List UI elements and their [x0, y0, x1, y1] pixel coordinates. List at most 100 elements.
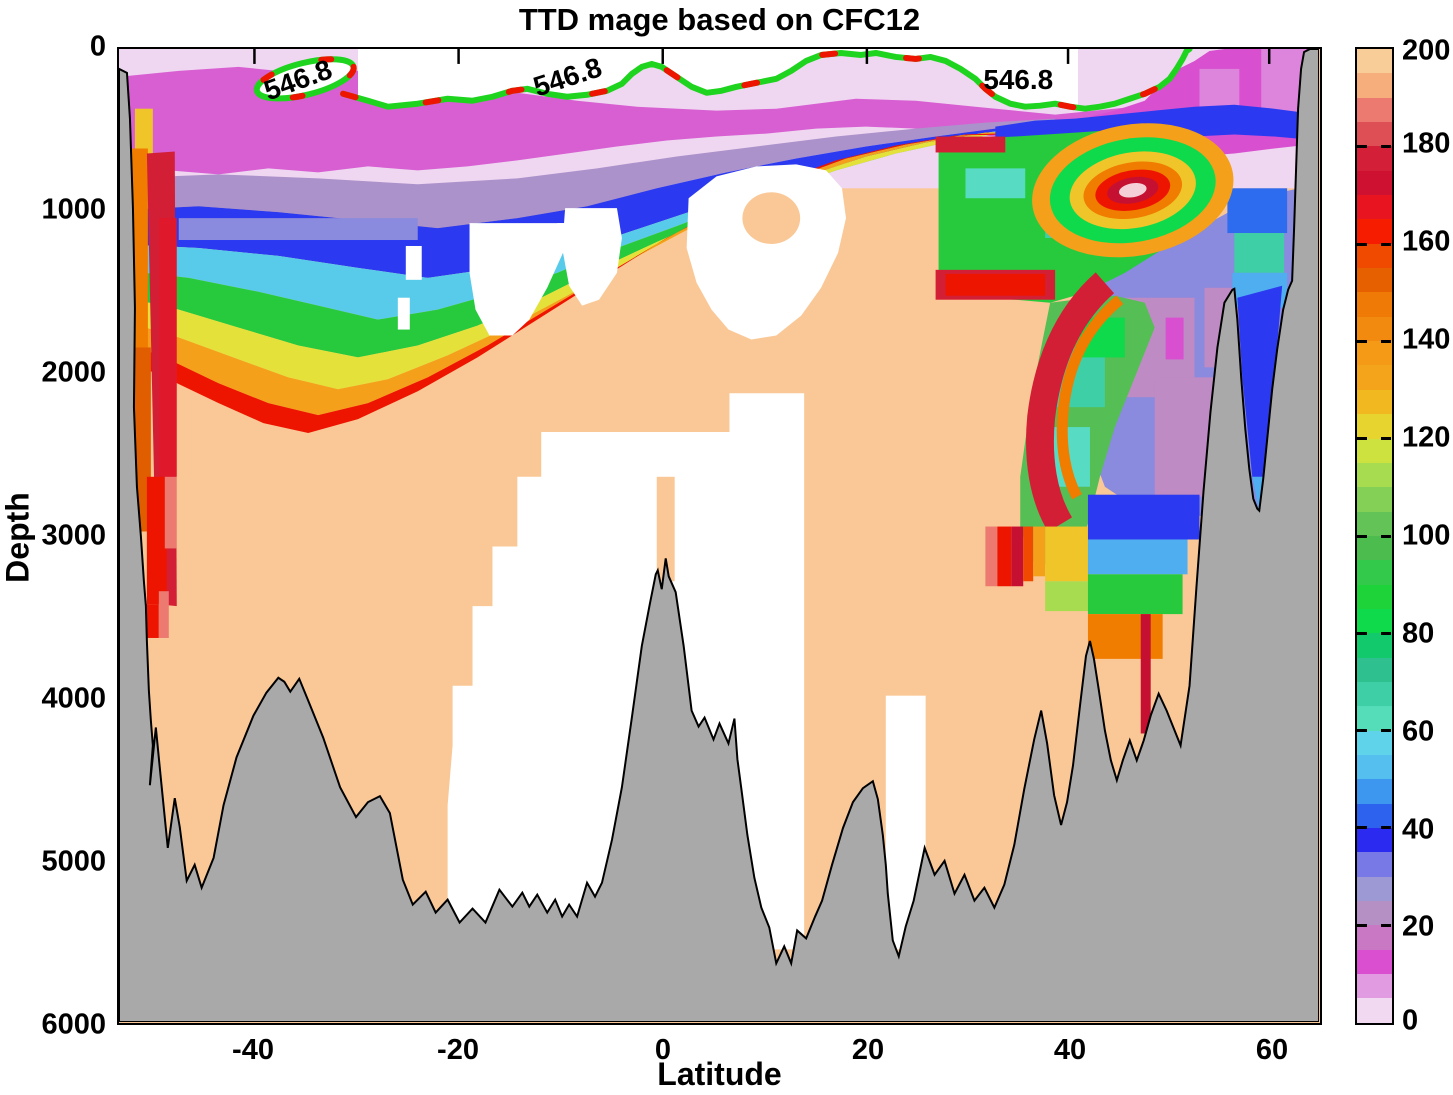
- y-tick-label: 2000: [41, 356, 106, 389]
- contour-loop-interior: [256, 59, 354, 99]
- colorbar-tick-mark: [1357, 924, 1367, 927]
- contour-label: 546.8: [983, 64, 1053, 95]
- orange-s-band: [1056, 295, 1124, 500]
- colorbar-tick-mark: [1381, 729, 1391, 732]
- right-teal-patch: [1234, 233, 1285, 273]
- right-deep-blue-band: [1087, 494, 1200, 540]
- colorbar-band: [1357, 901, 1392, 926]
- colorbar-band: [1357, 754, 1392, 780]
- y-tick-label: 6000: [41, 1008, 106, 1041]
- colorbar-band: [1357, 268, 1392, 293]
- colorbar-tick-mark: [1381, 535, 1391, 538]
- stripe-gold: [1045, 526, 1090, 582]
- colorbar-tick-mark: [1357, 826, 1367, 829]
- y-tick-label: 0: [89, 30, 106, 63]
- colorbar-band: [1357, 852, 1392, 877]
- colorbar-band: [1357, 122, 1392, 147]
- colorbar-tick-mark: [1381, 826, 1391, 829]
- colorbar-band: [1357, 681, 1392, 707]
- y-tick-label: 4000: [41, 682, 106, 715]
- colorbar-tick-label: 160: [1402, 225, 1451, 258]
- seafloor-bathymetry: [119, 49, 1319, 1022]
- colorbar-band: [1357, 389, 1392, 415]
- colorbar-tick-label: 120: [1402, 421, 1451, 454]
- colorbar-tick-mark: [1357, 535, 1367, 538]
- right-deep-green-band: [1087, 574, 1183, 615]
- colorbar-tick-label: 40: [1402, 813, 1435, 846]
- x-tick-label: 0: [654, 1034, 672, 1066]
- colorbar-tick-mark: [1381, 924, 1391, 927]
- colorbar-band: [1357, 876, 1392, 902]
- x-tick-label: 40: [1053, 1034, 1087, 1066]
- red-s-band: [1026, 272, 1115, 532]
- contour-line-red-dashes: [340, 49, 1193, 112]
- section-field: 546.8 546.8 546.8: [119, 49, 1319, 1022]
- contour-546-8: [253, 49, 1193, 112]
- chart-title: TTD mage based on CFC12: [518, 2, 921, 37]
- ring-blob-hole: [742, 192, 801, 244]
- y-tick-label: 5000: [41, 845, 106, 878]
- colorbar-tick-label: 60: [1402, 715, 1435, 748]
- x-tick-label: 20: [851, 1034, 885, 1066]
- colorbar-band: [1357, 803, 1392, 828]
- colorbar-band: [1357, 608, 1392, 634]
- colorbar-band: [1357, 511, 1392, 536]
- contour-loop-red-dashes: [253, 56, 357, 102]
- surface-orchid-patch: [1199, 68, 1240, 109]
- colorbar-band: [1357, 97, 1392, 123]
- left-gold-strip: [134, 108, 153, 159]
- left-salmon-bit: [158, 591, 169, 638]
- colorbar-tick-label: 0: [1402, 1004, 1419, 1037]
- right-blue-patch: [1227, 188, 1288, 234]
- colorbar-band: [1357, 243, 1392, 269]
- colorbar-tick-mark: [1357, 340, 1367, 343]
- colorbar-bands: [1357, 49, 1392, 1023]
- colorbar-band: [1357, 779, 1392, 804]
- x-axis-label: Latitude: [657, 1056, 782, 1092]
- colorbar-band: [1357, 584, 1392, 609]
- colorbar-tick-label: 180: [1402, 127, 1451, 160]
- seamount-blue-wedge: [1237, 285, 1283, 511]
- colorbar-band: [1357, 316, 1392, 342]
- colorbar-band: [1357, 292, 1392, 317]
- colorbar-band: [1357, 146, 1392, 171]
- stripe: [1011, 526, 1024, 587]
- x-tick-label: -20: [437, 1034, 479, 1066]
- eddy-swirl: [1032, 123, 1234, 258]
- colorbar-band: [1357, 949, 1392, 975]
- colorbar-tick-label: 20: [1402, 910, 1435, 943]
- stripe: [997, 526, 1012, 587]
- colorbar-tick-mark: [1381, 437, 1391, 440]
- left-red-column-bottom: [146, 476, 167, 605]
- colorbar-band: [1357, 657, 1392, 682]
- colorbar-band: [1357, 341, 1392, 366]
- colorbar-tick-mark: [1357, 729, 1367, 732]
- colorbar-band: [1357, 633, 1392, 658]
- colorbar-band: [1357, 219, 1392, 244]
- colorbar-band: [1357, 535, 1392, 561]
- colorbar-tick-label: 200: [1402, 34, 1451, 67]
- colorbar-tick-mark: [1381, 243, 1391, 246]
- stripe: [985, 526, 998, 587]
- colorbar-band: [1357, 487, 1392, 512]
- colorbar-band: [1357, 828, 1392, 853]
- colorbar-tick-mark: [1381, 145, 1391, 148]
- band-mauve: [119, 118, 1056, 229]
- colorbar-band: [1357, 730, 1392, 755]
- colorbar-tick-mark: [1381, 340, 1391, 343]
- colorbar-tick-label: 140: [1402, 323, 1451, 356]
- colorbar-band: [1357, 414, 1392, 439]
- colorbar-band: [1357, 560, 1392, 585]
- colorbar-tick-mark: [1381, 632, 1391, 635]
- right-deep-orange-band: [1087, 614, 1163, 659]
- right-red-band2-core: [945, 273, 1046, 296]
- colorbar-tick-label: 80: [1402, 617, 1435, 650]
- colorbar-band: [1357, 998, 1392, 1023]
- colorbar-band: [1357, 73, 1392, 98]
- colorbar-tick-mark: [1357, 243, 1367, 246]
- y-tick-label: 1000: [41, 193, 106, 226]
- colorbar-tick-mark: [1357, 632, 1367, 635]
- x-tick-label: 60: [1255, 1034, 1289, 1066]
- right-crimson-stripe: [1140, 614, 1151, 734]
